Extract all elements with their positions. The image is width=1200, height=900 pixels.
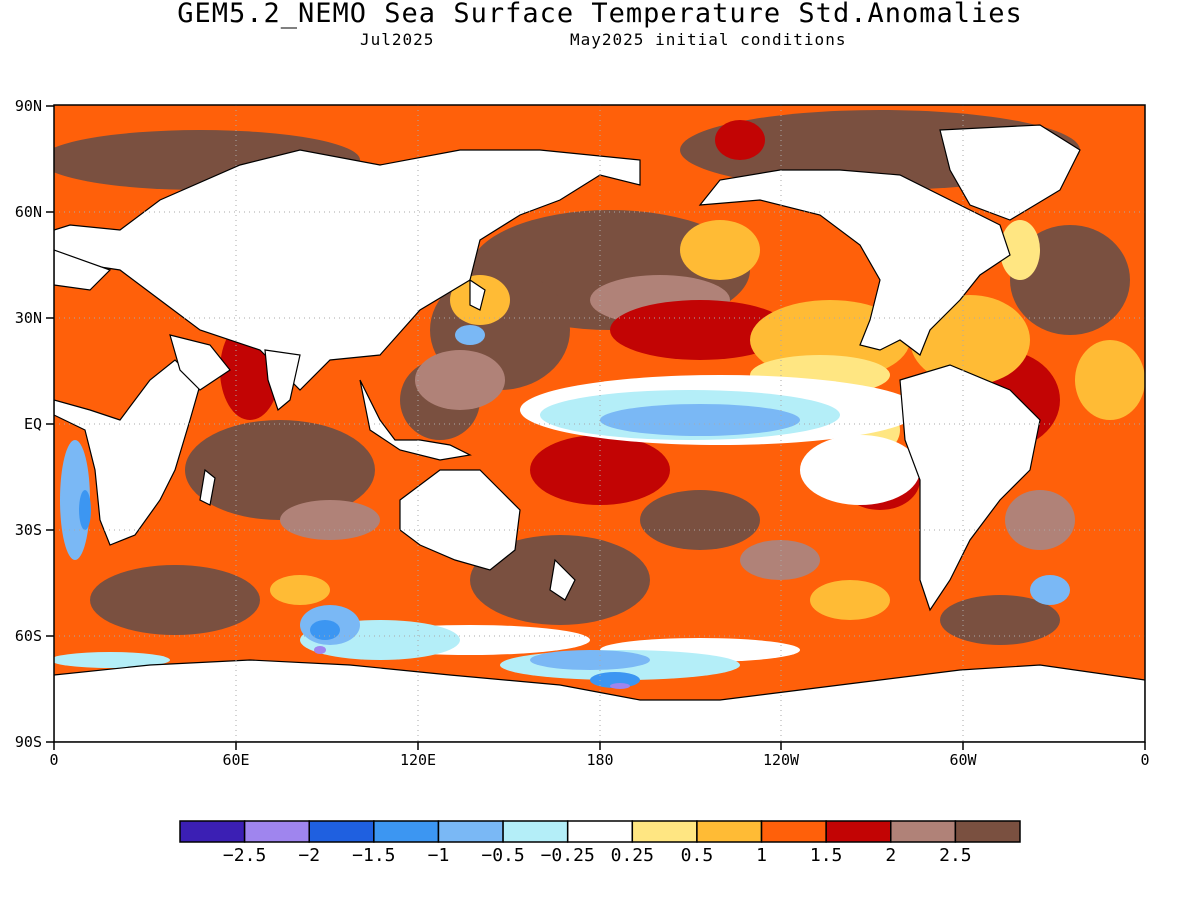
legend-tick-label: −1 [427,845,450,866]
legend-tick-label: 1.5 [809,845,843,866]
lat-label-60n: 60N [14,203,42,221]
legend-swatch [890,820,957,843]
legend-swatch [566,820,634,843]
legend-tick-label: −1.5 [352,845,396,866]
lon-label-120e: 120E [399,751,437,769]
axis-ticks [46,105,1146,750]
lon-label-0: 0 [49,751,59,769]
lat-label-90n: 90N [14,97,42,115]
lon-label-120w: 120W [762,751,800,769]
legend-swatch [373,820,440,843]
lon-label-60e: 60E [222,751,250,769]
lat-label-90s: 90S [14,733,42,751]
legend-swatch [631,820,698,843]
legend-tick-label: 2.5 [939,845,972,866]
forecast-month: Jul2025 [360,30,435,49]
lat-label-60s: 60S [14,627,42,645]
lat-label-30n: 30N [14,309,42,327]
legend-tick-label: 1 [756,845,767,866]
legend-swatch [308,820,375,843]
anomaly-above-2.5 [54,110,1130,645]
legend-swatch [760,820,827,843]
lat-label-30s: 30S [14,521,42,539]
lon-label-180: 180 [586,751,614,769]
legend-tick-label: 0.5 [680,845,714,866]
legend-tick-label: −2 [298,845,321,866]
lat-label-eq: EQ [23,415,42,433]
map-title: GEM5.2_NEMO Sea Surface Temperature Std.… [177,0,1023,29]
anomaly-minus-2 [314,646,630,689]
legend-tick-label: −0.25 [540,845,595,866]
lon-label-60w: 60W [949,751,977,769]
legend-swatch [954,820,1021,843]
legend-swatch [825,820,892,843]
legend-tick-label: 0.25 [610,845,654,866]
legend-swatch [696,820,763,843]
lon-label-0-end: 0 [1140,751,1150,769]
graticule [54,105,1145,742]
legend-swatch [179,820,246,843]
legend-swatch [437,820,504,843]
legend-swatch [502,820,569,843]
legend-swatch [243,820,310,843]
anomaly-minus-1 [79,490,640,688]
legend-tick-label: −2.5 [222,845,267,866]
initial-conditions: May2025 initial conditions [570,30,847,49]
legend-tick-label: 2 [885,845,897,866]
legend-tick-label: −0.5 [481,845,525,866]
